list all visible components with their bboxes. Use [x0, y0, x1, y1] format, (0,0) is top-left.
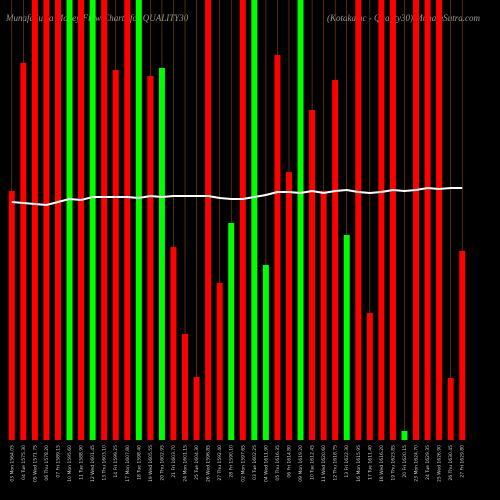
bar: [89, 0, 96, 440]
bar: [274, 55, 281, 440]
bar: [216, 283, 223, 440]
bar: [147, 76, 154, 440]
bar: [112, 70, 119, 440]
x-tick-label: 03 Mon 1564.05: [9, 445, 15, 482]
bar: [54, 0, 61, 440]
x-tick-label: 10 Mon 1595.60: [67, 445, 73, 482]
x-tick-label: 26 Wed 1596.85: [206, 445, 212, 482]
x-tick-label: 12 Thu 1618.75: [333, 445, 339, 481]
x-tick-label: 14 Fri 1599.25: [113, 445, 119, 478]
bar: [66, 0, 73, 440]
x-tick-label: 27 Fri 1629.80: [460, 445, 466, 478]
x-tick-label: 07 Fri 1589.15: [55, 445, 61, 478]
bar: [78, 0, 85, 440]
bar: [436, 0, 443, 440]
bar: [424, 0, 431, 440]
chart-subtitle: (Kotakamc - Quality30) MunafaSutra.com: [327, 13, 480, 23]
x-tick-label: 21 Fri 1603.70: [171, 445, 177, 478]
x-tick-label: 04 Tue 1575.30: [21, 445, 27, 480]
x-tick-label: 25 Wed 1626.90: [437, 445, 443, 482]
x-tick-label: 23 Mon 1624.70: [414, 445, 420, 482]
x-tick-label: 17 Tue 1611.40: [367, 445, 373, 480]
bar: [158, 68, 165, 440]
x-tick-label: 18 Tue 1598.40: [136, 445, 142, 480]
x-tick-label: 13 Thu 1603.10: [102, 445, 108, 481]
x-tick-label: 06 Thu 1578.20: [44, 445, 50, 481]
x-tick-label: 10 Tue 1612.45: [310, 445, 316, 480]
bar: [285, 172, 292, 440]
bar: [459, 251, 466, 440]
bar: [401, 431, 408, 440]
bar: [332, 80, 339, 440]
x-tick-label: 05 Thu 1616.35: [275, 445, 281, 481]
bar: [447, 378, 454, 440]
x-tick-label: 25 Tue 1604.30: [194, 445, 200, 480]
bar: [297, 0, 304, 440]
x-tick-label: 03 Tue 1602.25: [252, 445, 258, 480]
bar: [378, 0, 385, 440]
bar: [193, 377, 200, 440]
x-tick-label: 27 Thu 1592.40: [217, 445, 223, 481]
x-tick-label: 11 Tue 1588.90: [79, 445, 85, 480]
bar: [320, 191, 327, 440]
bar: [389, 0, 396, 440]
bar: [343, 235, 350, 440]
bar: [124, 0, 131, 440]
bar: [31, 0, 38, 440]
bar: [413, 0, 420, 440]
x-tick-label: 12 Wed 1601.45: [90, 445, 96, 482]
bar: [101, 0, 108, 440]
x-tick-label: 06 Fri 1614.80: [286, 445, 292, 478]
bar: [309, 110, 316, 440]
bar: [205, 0, 212, 440]
bar: [8, 191, 15, 440]
x-tick-label: 18 Wed 1616.20: [379, 445, 385, 482]
x-tick-label: 19 Wed 1605.55: [148, 445, 154, 482]
price-line: [11, 186, 463, 207]
x-tick-label: 20 Fri 1620.15: [402, 445, 408, 478]
bar: [228, 223, 235, 440]
x-tick-label: 02 Mon 1597.65: [240, 445, 246, 482]
chart-title: MunafaSutra Money Flow Charts for QUALIT…: [5, 13, 189, 23]
bar: [366, 313, 373, 440]
bar: [170, 247, 177, 440]
bar: [43, 0, 50, 440]
x-tick-label: 24 Mon 1601.15: [183, 445, 189, 482]
x-tick-label: 17 Mon 1607.80: [125, 445, 131, 482]
x-tick-label: 09 Mon 1619.20: [298, 445, 304, 482]
x-tick-label: 19 Thu 1623.85: [390, 445, 396, 481]
x-tick-label: 04 Wed 1611.90: [263, 445, 269, 482]
bar: [251, 0, 258, 440]
x-tick-label: 05 Wed 1571.75: [32, 445, 38, 482]
bar: [239, 0, 246, 440]
x-tick-label: 24 Tue 1629.35: [425, 445, 431, 480]
bar: [355, 0, 362, 440]
x-tick-label: 16 Mon 1615.95: [356, 445, 362, 482]
bar: [20, 63, 27, 440]
x-tick-label: 28 Fri 1590.10: [229, 445, 235, 478]
x-tick-label: 13 Fri 1622.30: [344, 445, 350, 478]
bar: [182, 334, 189, 440]
x-tick-label: 20 Thu 1602.95: [159, 445, 165, 481]
x-tick-label: 26 Thu 1630.45: [448, 445, 454, 481]
bar: [135, 0, 142, 440]
bar: [262, 265, 269, 440]
x-tick-label: 11 Wed 1620.60: [321, 445, 327, 482]
